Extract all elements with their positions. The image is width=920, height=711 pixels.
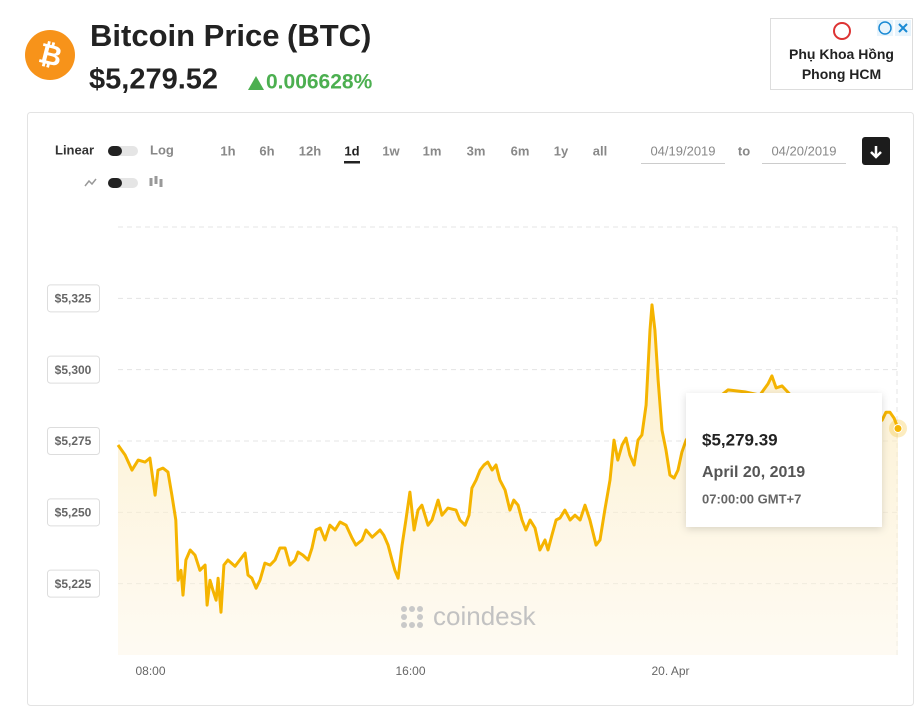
- y-tick-box: [47, 498, 100, 527]
- range-button[interactable]: 3m: [467, 143, 486, 158]
- x-tick-label: 16:00: [395, 664, 425, 678]
- watermark: coindesk: [433, 601, 537, 631]
- line-mode-icon[interactable]: [84, 178, 97, 187]
- y-tick-label: $5,275: [55, 434, 92, 448]
- linear-label[interactable]: Linear: [55, 142, 94, 157]
- overlay: $5,225 $5,250 $5,275 $5,300 $5,325: [47, 284, 907, 598]
- price: $5,279.52: [89, 64, 218, 96]
- range-underline: [344, 161, 360, 164]
- symbol: (BTC): [287, 18, 371, 53]
- download-icon: [870, 146, 882, 159]
- y-tick-label: $5,325: [55, 292, 92, 306]
- tooltip-price: $5,279.39: [702, 430, 778, 449]
- range-button[interactable]: 6m: [511, 143, 530, 158]
- x-tick-label: 08:00: [135, 664, 165, 678]
- ad-info-icon: [878, 21, 892, 35]
- range-button[interactable]: 1y: [554, 143, 569, 158]
- plot: 08:00 16:00 20. Apr: [116, 226, 900, 678]
- change: 0.006628%: [266, 71, 373, 94]
- tooltip-time: 07:00:00 GMT+7: [702, 491, 801, 506]
- hover-point: [893, 423, 903, 433]
- price-line: [116, 303, 900, 614]
- log-label[interactable]: Log: [150, 142, 174, 157]
- up-arrow: [248, 76, 264, 90]
- ad-text-box: Phụ Khoa Hồng Phong HCM: [789, 46, 894, 82]
- y-tick-box: [47, 427, 100, 455]
- y-tick-label: $5,250: [55, 506, 92, 520]
- date-to[interactable]: 04/20/2019: [771, 143, 836, 158]
- date-from[interactable]: 04/19/2019: [650, 143, 715, 158]
- range-button[interactable]: 1h: [220, 143, 235, 158]
- range-button[interactable]: 12h: [299, 143, 321, 158]
- ad-text: Phụ Khoa Hồng Phong HCM: [789, 46, 894, 82]
- y-tick-label: $5,300: [55, 363, 92, 377]
- x-tick-label: 20. Apr: [651, 664, 689, 678]
- range-button[interactable]: 1d: [344, 143, 359, 158]
- range-button[interactable]: 1w: [382, 143, 400, 158]
- candle-mode-icon[interactable]: [149, 176, 163, 187]
- title: Bitcoin Price: [90, 18, 280, 53]
- tooltip-date: April 20, 2019: [702, 464, 805, 481]
- watermark-logo: [401, 606, 423, 628]
- range-button[interactable]: 1m: [423, 143, 442, 158]
- y-tick-label: $5,225: [55, 577, 92, 591]
- btc-icon: [25, 30, 75, 80]
- scale-toggle-knob: [108, 146, 122, 156]
- range-button[interactable]: 6h: [259, 143, 274, 158]
- tooltip: [686, 393, 882, 527]
- mode-toggle-knob: [108, 178, 122, 188]
- ad-logo: [833, 22, 851, 40]
- y-tick-box: [47, 569, 100, 598]
- ad-close-icon: [898, 23, 908, 33]
- range-button[interactable]: all: [593, 143, 607, 158]
- area: [118, 304, 898, 655]
- date-sep: to: [738, 143, 750, 158]
- y-tick-box: [47, 284, 100, 313]
- y-tick-box: [47, 355, 100, 384]
